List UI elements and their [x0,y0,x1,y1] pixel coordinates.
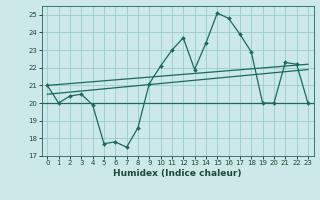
X-axis label: Humidex (Indice chaleur): Humidex (Indice chaleur) [113,169,242,178]
